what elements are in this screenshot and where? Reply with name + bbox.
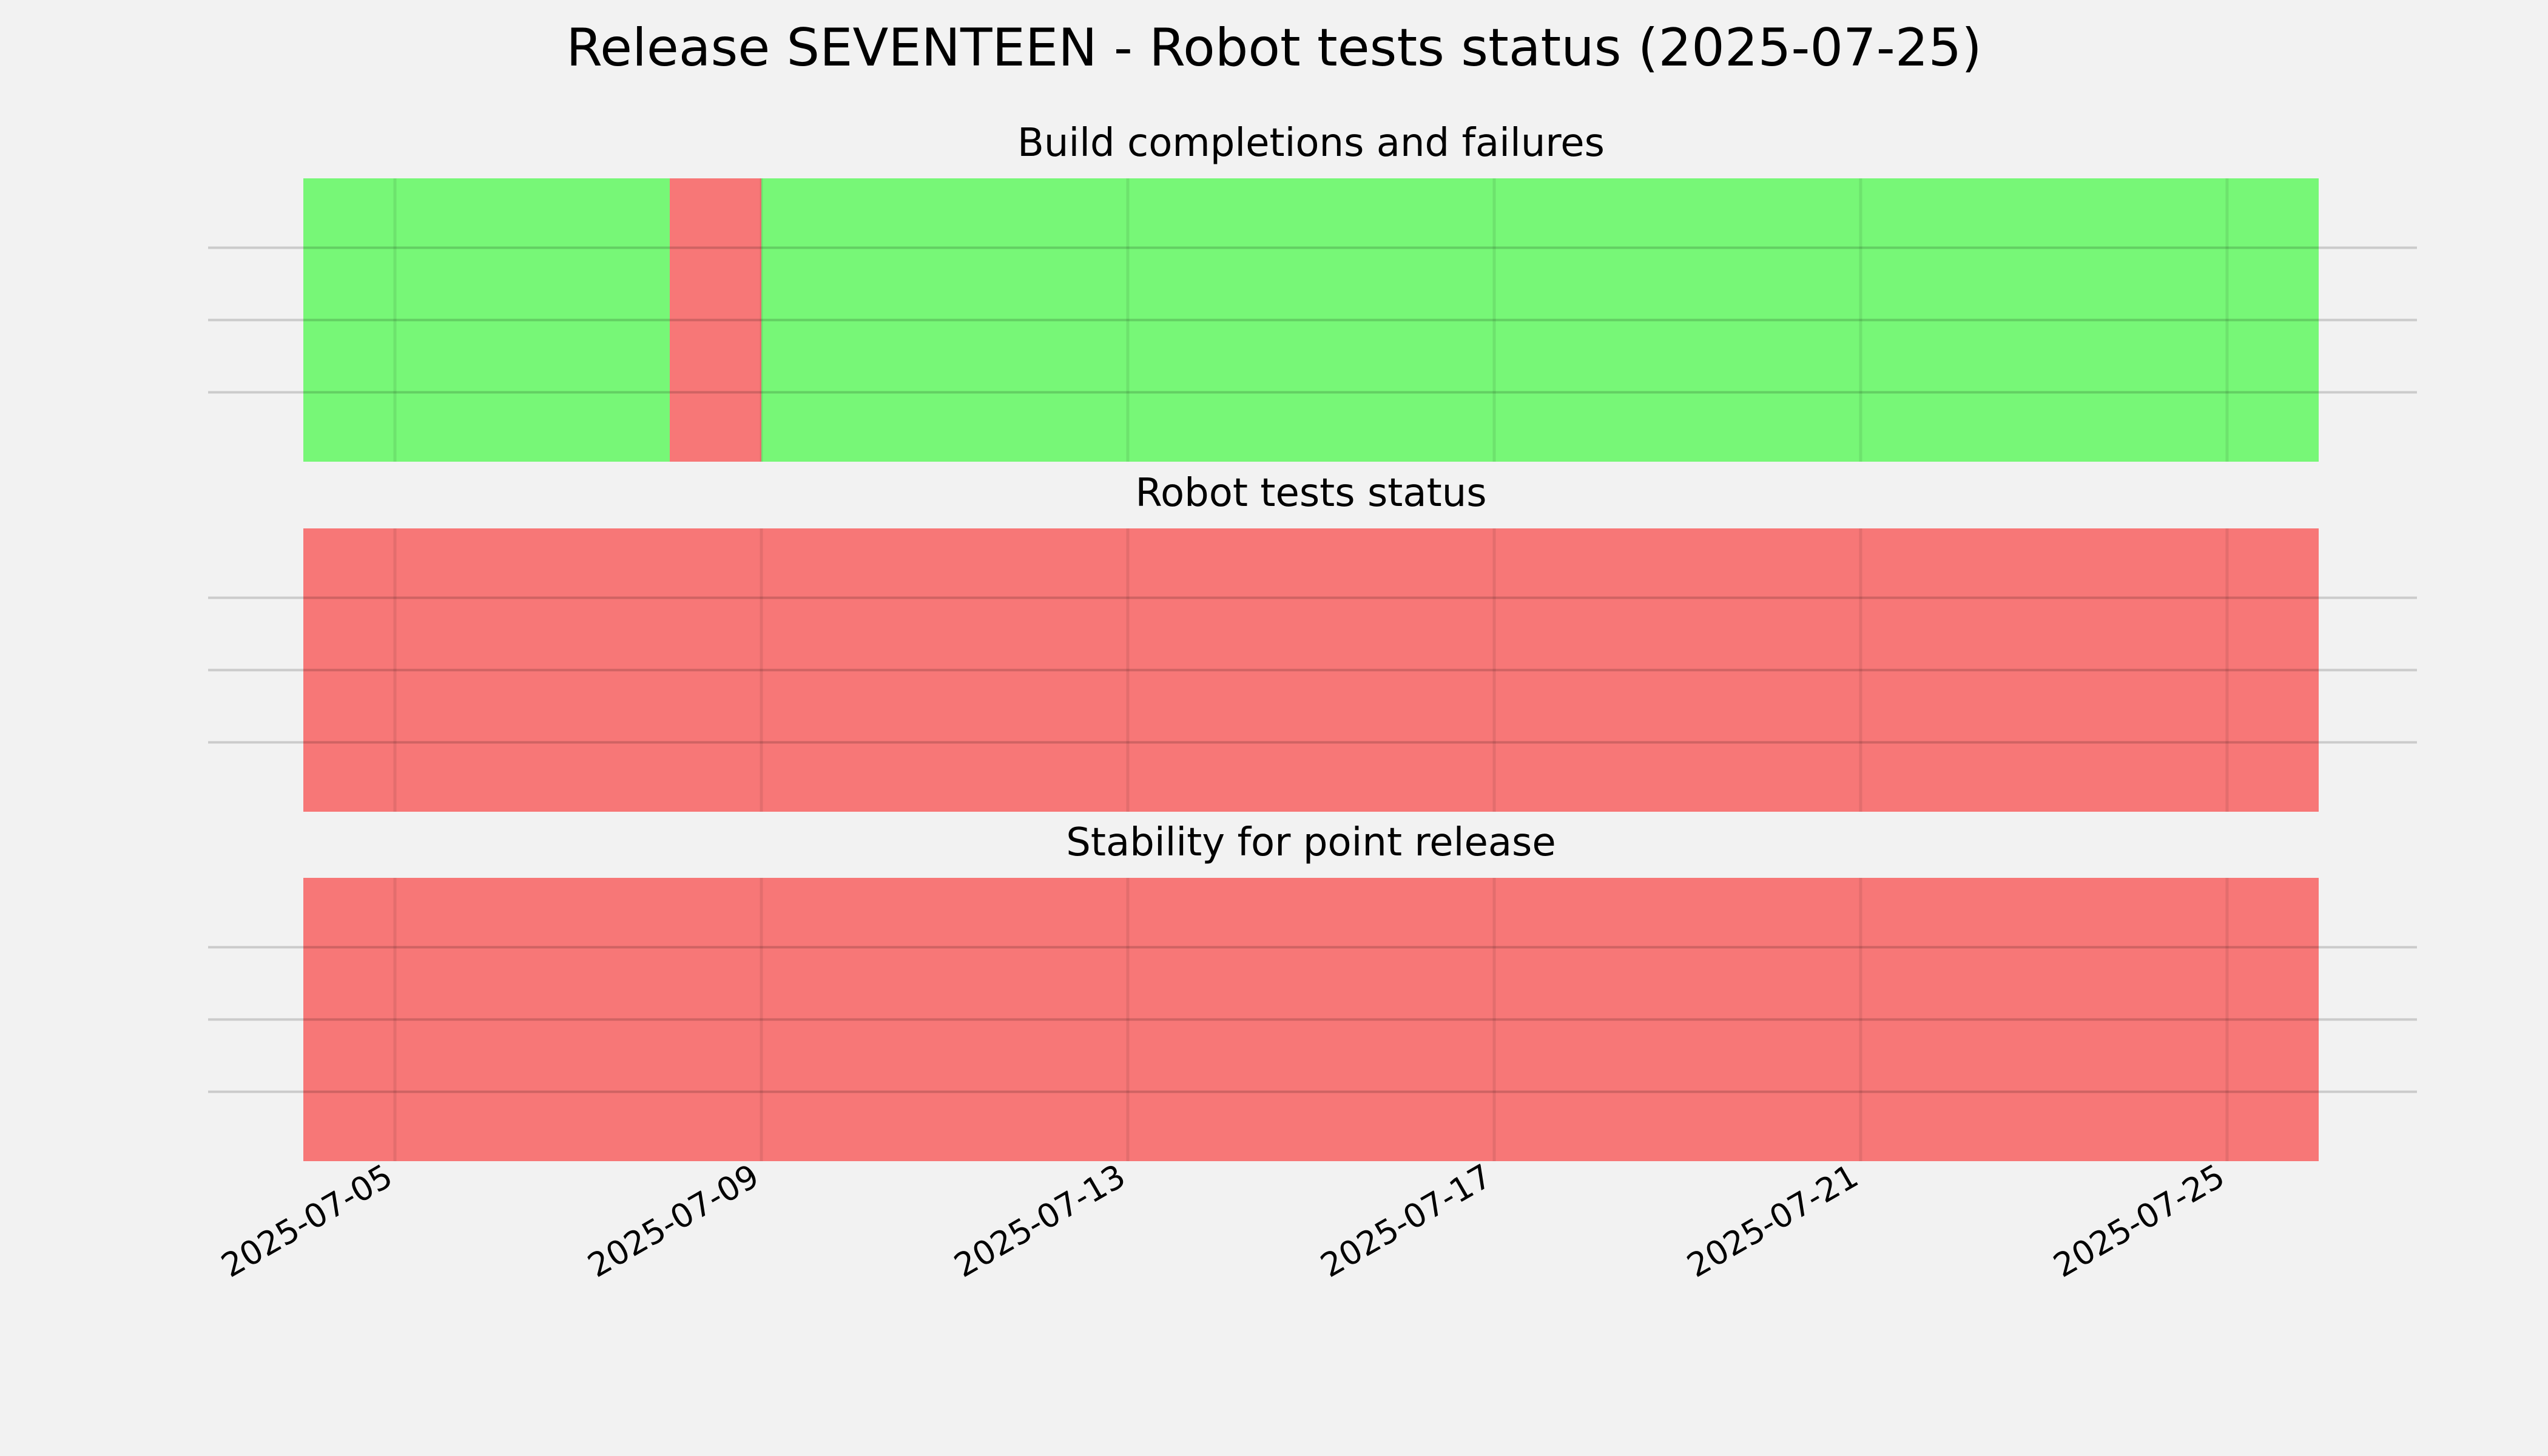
segment-fail [670, 178, 761, 462]
segment-fail [303, 878, 2319, 1161]
segment-pass [303, 178, 670, 462]
chart-title: Release SEVENTEEN - Robot tests status (… [566, 18, 1982, 78]
panel-3: Stability for point release [208, 820, 2417, 1161]
panels-group: Build completions and failures Robot test… [208, 121, 2417, 1161]
panel-title: Stability for point release [1066, 820, 1556, 865]
segment-fail [303, 528, 2319, 812]
panel-1: Build completions and failures [208, 121, 2417, 462]
panel-title: Build completions and failures [1017, 121, 1605, 166]
segment-pass [761, 178, 2319, 462]
panel-title: Robot tests status [1135, 471, 1486, 516]
panel-2: Robot tests status [208, 471, 2417, 812]
